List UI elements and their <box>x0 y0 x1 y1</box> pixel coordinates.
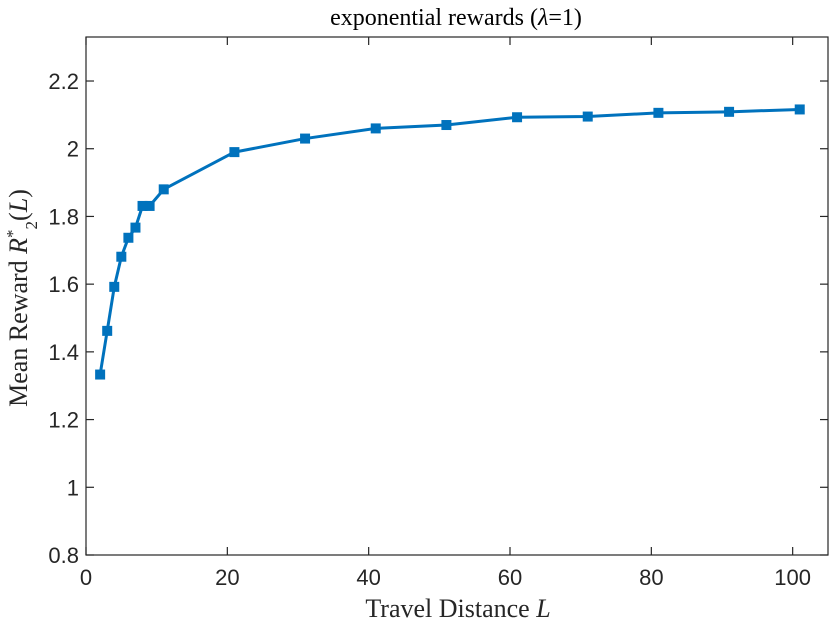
y-tick-label: 0.8 <box>48 543 79 568</box>
series-layer <box>95 104 805 380</box>
data-point <box>144 200 155 211</box>
data-point <box>300 133 311 144</box>
title-lambda: λ <box>537 5 548 31</box>
y-tick-label: 1.8 <box>48 204 79 229</box>
svg-text:Mean Reward R*2(L): Mean Reward R*2(L) <box>3 189 41 407</box>
axis-ticks: 0 20 40 60 80 100 0.8 1 1.2 1.4 1.6 1.8 2 2.2 <box>48 37 828 590</box>
title-rest: =1) <box>548 5 582 31</box>
x-tick-label: 40 <box>356 565 380 590</box>
x-axis-label-var: L <box>535 594 550 623</box>
y-axis-label-var: R <box>4 238 33 255</box>
title-main: exponential rewards ( <box>330 5 538 31</box>
y-axis-label-sub: 2 <box>22 221 41 230</box>
y-axis-label-sup: * <box>3 229 22 238</box>
x-axis-label-text: Travel Distance <box>365 594 536 623</box>
y-tick-label: 2.2 <box>48 69 79 94</box>
x-tick-label: 100 <box>774 565 811 590</box>
axes-frame <box>85 36 829 556</box>
y-tick-label: 1.6 <box>48 272 79 297</box>
y-tick-label: 1.2 <box>48 408 79 433</box>
data-point <box>95 369 106 380</box>
y-tick-label: 1.4 <box>48 340 79 365</box>
svg-text:exponential rewards (λ=1): exponential rewards (λ=1) <box>330 5 582 31</box>
y-axis-label-text: Mean Reward <box>4 254 33 407</box>
data-point <box>794 104 805 115</box>
y-axis-label-close: ) <box>4 189 33 198</box>
x-axis-label: Travel Distance L <box>365 594 550 623</box>
data-point <box>109 281 120 292</box>
chart-title: exponential rewards (λ=1) <box>330 5 582 31</box>
y-tick-label: 1 <box>67 475 79 500</box>
data-point <box>116 251 127 262</box>
data-point <box>653 107 664 118</box>
data-point <box>582 111 593 122</box>
data-point <box>158 184 169 195</box>
data-point <box>724 106 735 117</box>
data-point <box>102 325 113 336</box>
y-axis-label-arg: ( <box>4 212 33 221</box>
plot-area <box>85 36 829 556</box>
y-tick-label: 2 <box>67 137 79 162</box>
data-point <box>229 147 240 158</box>
y-axis-label-arg-var: L <box>4 198 33 213</box>
data-point <box>441 120 452 131</box>
data-point <box>512 112 523 123</box>
data-point <box>370 123 381 134</box>
x-tick-label: 60 <box>498 565 522 590</box>
data-point <box>130 222 141 233</box>
series-line <box>98 107 802 377</box>
x-tick-label: 80 <box>639 565 663 590</box>
x-tick-label: 20 <box>215 565 239 590</box>
y-axis-label: Mean Reward R*2(L) <box>3 189 41 407</box>
x-tick-label: 0 <box>80 565 92 590</box>
data-point <box>123 232 134 243</box>
